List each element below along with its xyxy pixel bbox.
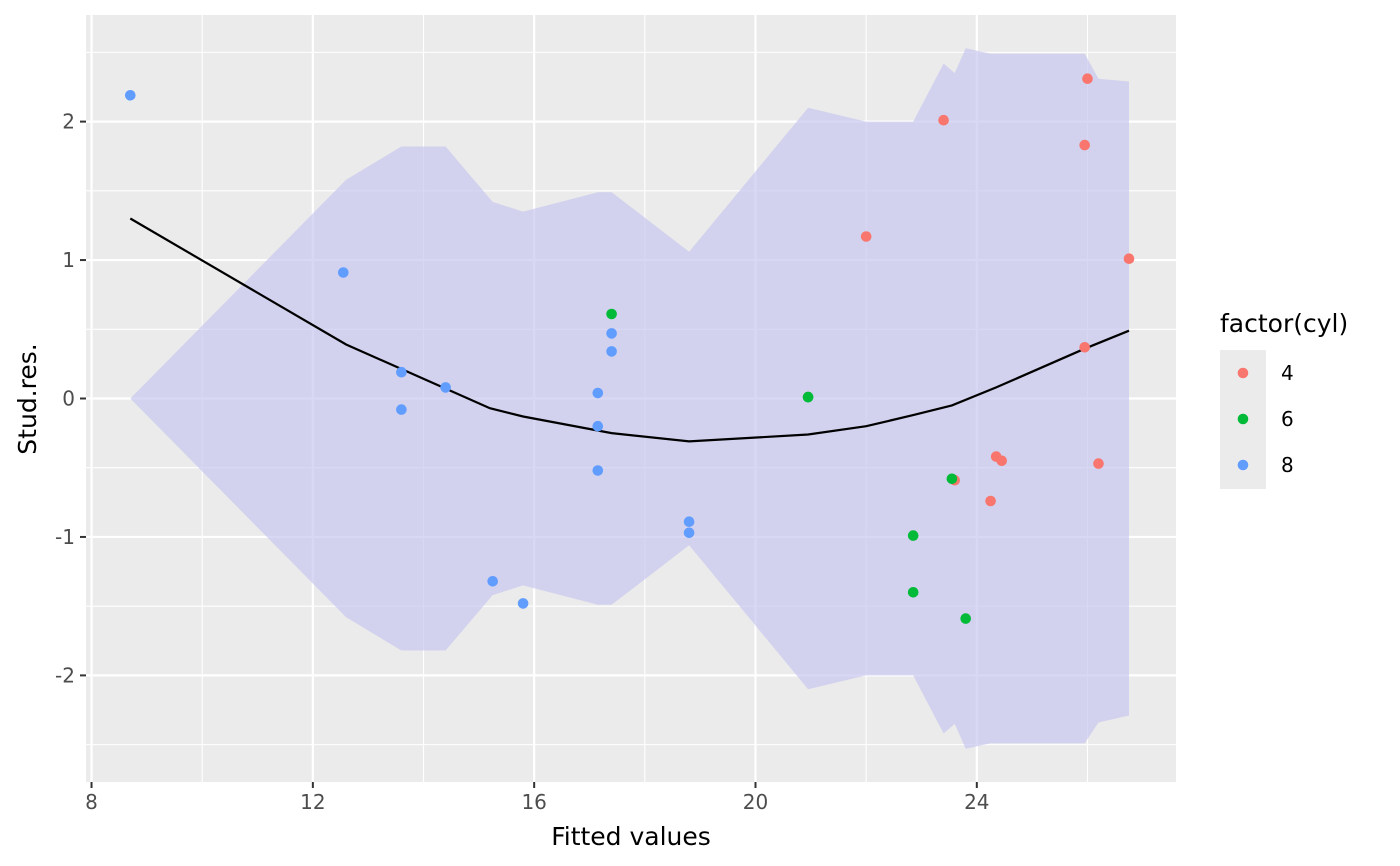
point-cyl-4 (860, 231, 872, 242)
point-cyl-8 (396, 366, 407, 378)
legend-title: factor(cyl) (1220, 309, 1348, 338)
y-axis-title: Stud.res. (13, 343, 42, 454)
point-cyl-4 (1079, 342, 1090, 353)
point-cyl-8 (683, 516, 695, 527)
point-cyl-8 (606, 346, 617, 357)
legend-label-4: 4 (1281, 361, 1294, 385)
data-points (125, 73, 1135, 624)
point-cyl-4 (985, 495, 996, 507)
trend-line (129, 217, 1130, 443)
point-cyl-4 (996, 455, 1007, 467)
y-tick-label: 2 (62, 110, 75, 134)
legend-key-8 (1237, 459, 1249, 471)
point-cyl-8 (338, 267, 349, 278)
point-cyl-4 (938, 114, 949, 126)
point-cyl-4 (1123, 253, 1135, 264)
y-tick-label: 1 (62, 248, 75, 272)
point-cyl-8 (517, 598, 529, 609)
point-cyl-6 (802, 391, 814, 403)
x-tick-label: 20 (743, 790, 768, 814)
x-axis-title: Fitted values (551, 822, 711, 851)
x-tick-label: 24 (964, 790, 989, 814)
x-tick-label: 12 (300, 790, 325, 814)
legend-key-6 (1237, 413, 1249, 425)
confidence-band-area (130, 48, 1130, 749)
point-cyl-6 (960, 613, 971, 624)
y-axis: -2 -1 0 1 2 (55, 110, 86, 687)
y-tick-label: -2 (55, 663, 75, 687)
x-axis: 8 12 16 20 24 (85, 782, 990, 814)
point-cyl-6 (946, 473, 958, 485)
point-cyl-8 (592, 420, 604, 432)
y-tick-label: 0 (62, 387, 75, 411)
point-cyl-6 (907, 587, 919, 598)
y-tick-label: -1 (55, 525, 75, 549)
point-cyl-8 (592, 465, 604, 476)
point-cyl-8 (396, 404, 407, 415)
point-cyl-4 (1079, 139, 1090, 151)
legend-label-8: 8 (1281, 453, 1294, 477)
point-cyl-8 (487, 576, 499, 587)
confidence-band (130, 48, 1130, 749)
legend-key-4 (1237, 367, 1249, 379)
smooth-trend-line (129, 217, 1130, 443)
x-tick-label: 16 (521, 790, 546, 814)
point-cyl-6 (907, 530, 919, 541)
legend: factor(cyl) 4 6 8 (1220, 309, 1348, 489)
x-tick-label: 8 (85, 790, 98, 814)
legend-label-6: 6 (1281, 407, 1294, 431)
point-cyl-8 (440, 382, 451, 393)
point-cyl-8 (683, 527, 695, 539)
point-cyl-8 (125, 90, 136, 101)
point-cyl-8 (606, 328, 617, 339)
point-cyl-4 (1082, 73, 1093, 84)
point-cyl-8 (592, 387, 604, 399)
point-cyl-6 (606, 308, 617, 320)
point-cyl-4 (1093, 458, 1104, 469)
